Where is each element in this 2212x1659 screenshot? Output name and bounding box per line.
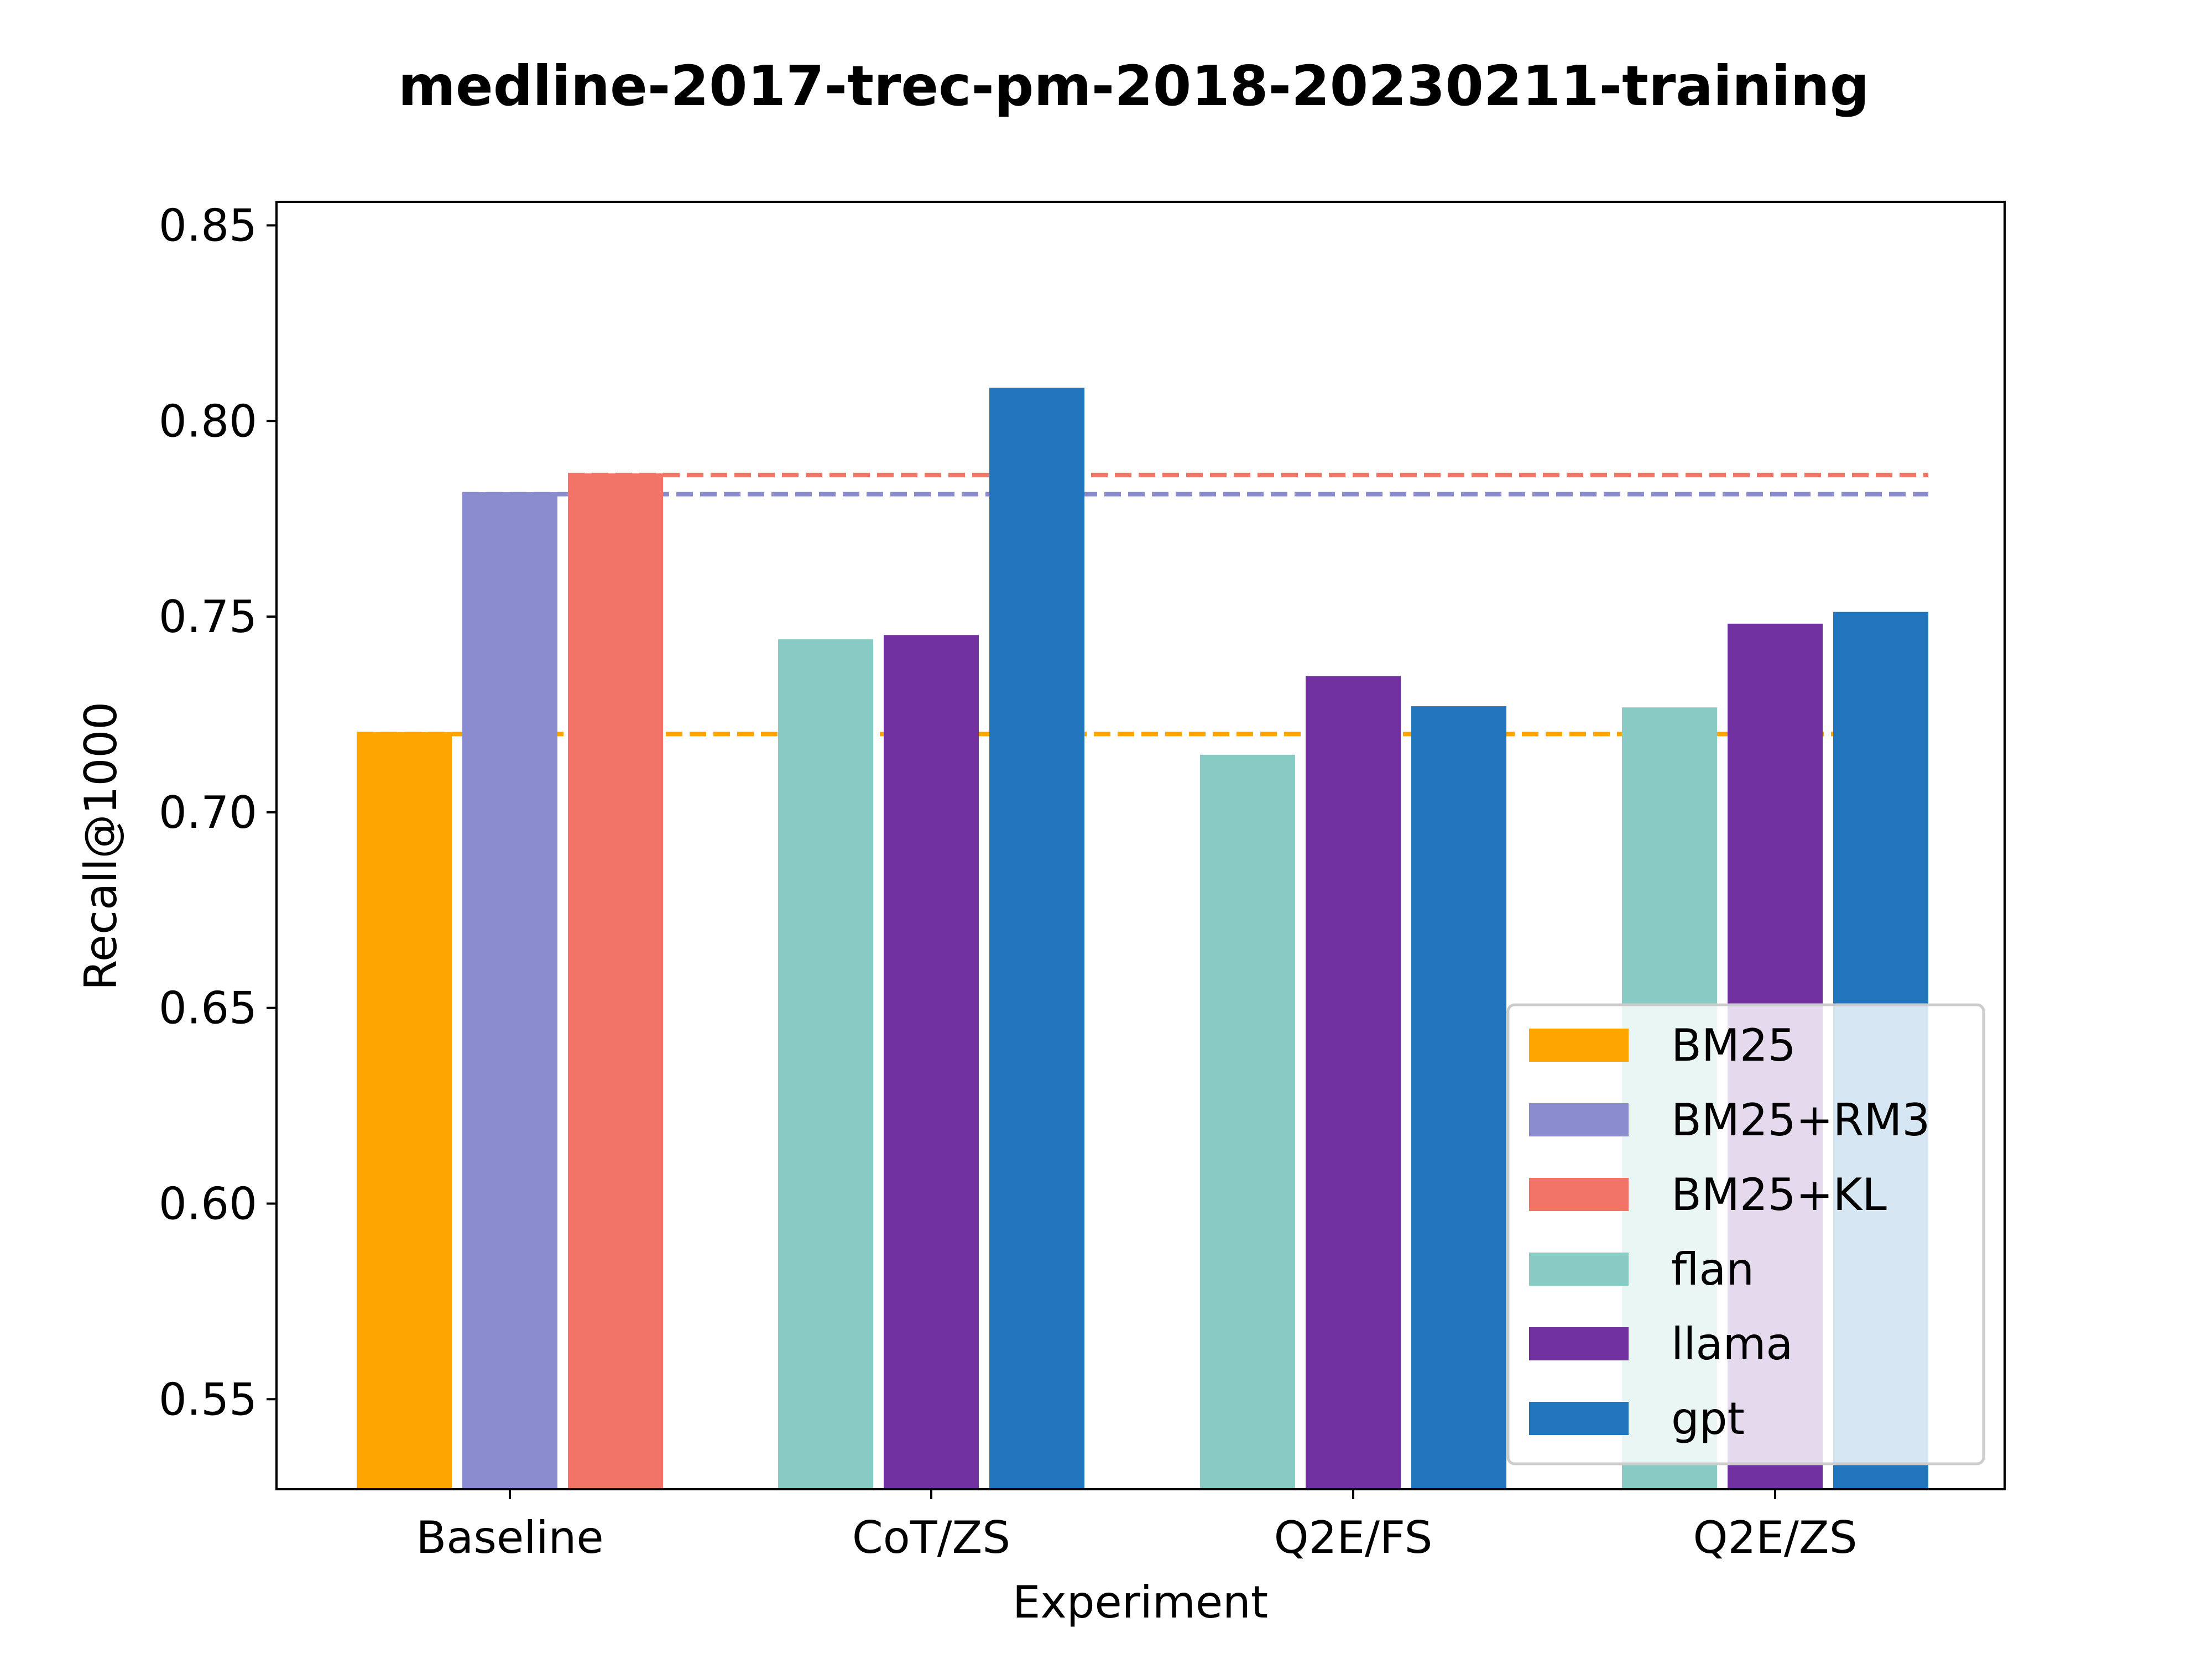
- y-tick-label: 0.80: [159, 395, 257, 447]
- legend-swatch: [1529, 1178, 1629, 1211]
- bar-flan-q2e-fs: [1200, 754, 1295, 1489]
- legend-swatch: [1529, 1029, 1629, 1062]
- legend-label: llama: [1671, 1318, 1793, 1370]
- legend-box: [1506, 1003, 1985, 1465]
- legend-swatch: [1529, 1327, 1629, 1360]
- bar-bm25-kl-baseline: [568, 473, 663, 1490]
- legend-swatch: [1529, 1253, 1629, 1286]
- x-tick-label: Baseline: [416, 1512, 603, 1563]
- legend-swatch: [1529, 1103, 1629, 1136]
- plot-frame: [275, 201, 2006, 1490]
- y-tick-label: 0.55: [159, 1374, 257, 1425]
- y-axis: 0.55 0.60 0.65 0.70 0.75 0.80 0.85: [159, 200, 276, 1425]
- bar-llama-q2e-fs: [1306, 676, 1401, 1489]
- bar-llama-cot-zs: [884, 635, 979, 1489]
- legend-label: gpt: [1671, 1393, 1745, 1444]
- x-axis-label: Experiment: [1013, 1577, 1268, 1628]
- chart-title: medline-2017-trec-pm-2018-20230211-train…: [398, 54, 1870, 118]
- legend: BM25 BM25+RM3 BM25+KL flan llama gpt: [1506, 1003, 1985, 1465]
- legend-label: flan: [1671, 1244, 1754, 1295]
- bars: [357, 388, 1928, 1490]
- x-tick-label: CoT/ZS: [852, 1512, 1010, 1563]
- y-tick-label: 0.75: [159, 591, 257, 643]
- bar-bm25-baseline: [357, 732, 452, 1489]
- bar-bm25-rm3-baseline: [462, 492, 557, 1489]
- y-tick-label: 0.85: [159, 200, 257, 251]
- legend-label: BM25+KL: [1671, 1169, 1887, 1220]
- bar-flan-cot-zs: [778, 639, 873, 1489]
- y-tick-label: 0.60: [159, 1178, 257, 1229]
- y-tick-label: 0.65: [159, 983, 257, 1034]
- x-tick-label: Q2E/FS: [1274, 1512, 1433, 1563]
- legend-swatch: [1529, 1402, 1629, 1435]
- y-tick-label: 0.70: [159, 787, 257, 838]
- bar-gpt-q2e-fs: [1411, 706, 1506, 1489]
- bar-gpt-cot-zs: [989, 388, 1084, 1490]
- legend-label: BM25: [1671, 1020, 1796, 1071]
- y-axis-label: Recall@1000: [75, 702, 127, 990]
- x-axis: Baseline CoT/ZS Q2E/FS Q2E/ZS: [416, 1489, 1857, 1563]
- legend-label: BM25+RM3: [1671, 1094, 1930, 1146]
- x-tick-label: Q2E/ZS: [1693, 1512, 1858, 1563]
